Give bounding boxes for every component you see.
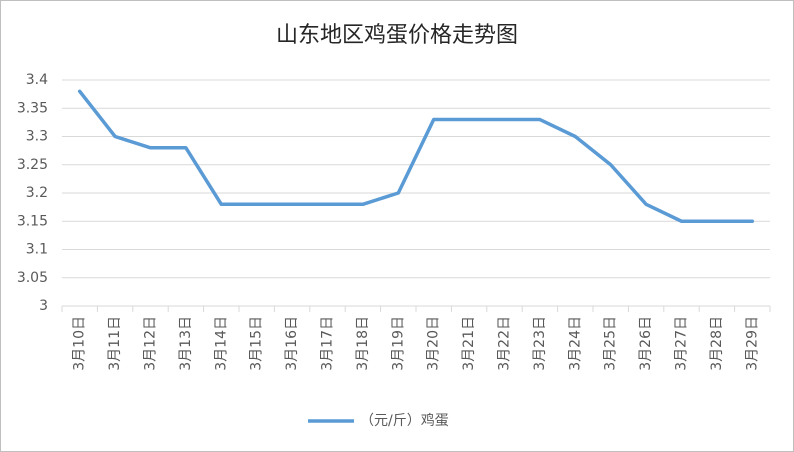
x-tick-label: 3月11日: [107, 316, 123, 371]
x-tick-label: 3月13日: [178, 316, 194, 371]
legend-label: （元/斤）鸡蛋: [360, 412, 449, 429]
x-tick-label: 3月28日: [709, 316, 725, 371]
x-tick-label: 3月24日: [567, 316, 583, 371]
y-tick-label: 3.15: [17, 213, 48, 229]
x-tick-label: 3月22日: [497, 316, 513, 371]
x-tick-label: 3月29日: [744, 316, 760, 371]
x-tick-label: 3月10日: [72, 316, 88, 371]
x-tick-label: 3月18日: [355, 316, 371, 371]
x-tick-label: 3月25日: [603, 316, 619, 371]
x-tick-label: 3月27日: [674, 316, 690, 371]
x-tick-label: 3月20日: [426, 316, 442, 371]
x-tick-label: 3月14日: [213, 316, 229, 371]
y-tick-label: 3.05: [17, 270, 48, 286]
x-tick-label: 3月19日: [390, 316, 406, 371]
x-tick-label: 3月17日: [320, 316, 336, 371]
data-line: [77, 89, 755, 223]
y-tick-label: 3: [39, 298, 48, 314]
y-tick-label: 3.1: [26, 242, 48, 258]
x-tick-label: 3月26日: [638, 316, 654, 371]
chart-title: 山东地区鸡蛋价格走势图: [276, 23, 518, 48]
x-tick-label: 3月21日: [461, 316, 477, 371]
x-tick-label: 3月23日: [532, 316, 548, 371]
y-tick-label: 3.2: [26, 185, 48, 201]
y-tick-label: 3.35: [17, 100, 48, 116]
x-tick-label: 3月16日: [284, 316, 300, 371]
x-tick-label: 3月12日: [143, 316, 159, 371]
y-tick-label: 3.3: [26, 129, 48, 145]
y-tick-label: 3.25: [17, 157, 48, 173]
x-tick-label: 3月15日: [249, 316, 265, 371]
y-tick-label: 3.4: [26, 72, 48, 88]
